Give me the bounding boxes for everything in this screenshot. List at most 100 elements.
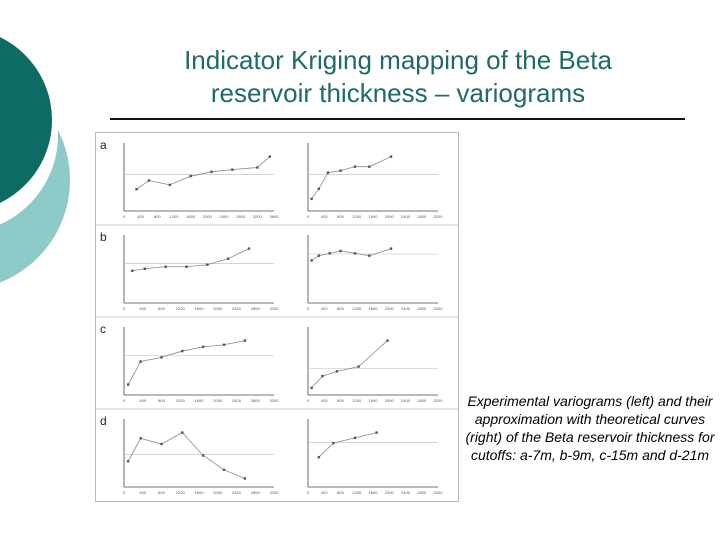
x-tick-label: 2400 — [401, 214, 411, 219]
panel-letter-d: d — [100, 414, 107, 428]
data-point — [201, 345, 205, 349]
data-point — [335, 370, 339, 373]
variogram-figure: a b c d 0 400 800 1200 1600 2000 2400 2800 3200 3600 0… — [95, 132, 459, 502]
x-tick-label: 0 — [123, 214, 126, 219]
x-tick-label: 400 — [139, 398, 146, 403]
data-point — [222, 468, 226, 472]
data-point — [189, 174, 192, 178]
data-point — [231, 168, 234, 171]
data-point — [368, 165, 371, 168]
data-point — [160, 442, 163, 446]
x-tick-label: 0 — [307, 306, 310, 311]
dark-teal-circle — [0, 37, 52, 203]
x-tick-label: 1200 — [176, 490, 186, 495]
x-tick-label: 3200 — [270, 398, 280, 403]
data-point — [181, 431, 184, 434]
data-point — [353, 165, 357, 168]
x-tick-label: 2800 — [251, 306, 261, 311]
x-tick-label: 3600 — [270, 214, 280, 219]
x-tick-label: 2000 — [213, 490, 223, 495]
data-point — [201, 454, 205, 457]
data-point — [339, 169, 342, 172]
x-tick-label: 1600 — [195, 306, 205, 311]
x-tick-label: 400 — [139, 490, 146, 495]
x-tick-label: 2400 — [401, 306, 411, 311]
data-point — [328, 252, 331, 255]
x-tick-label: 2400 — [232, 306, 242, 311]
data-point — [126, 383, 130, 386]
x-tick-label: 3200 — [270, 306, 280, 311]
data-point — [247, 247, 251, 250]
x-tick-label: 2800 — [417, 306, 427, 311]
data-point — [243, 339, 247, 342]
x-tick-label: 2800 — [417, 490, 427, 495]
x-tick-label: 2000 — [203, 214, 213, 219]
data-point — [317, 187, 321, 191]
data-point — [256, 166, 259, 169]
variogram-line-d-right — [318, 432, 377, 458]
x-tick-label: 1600 — [186, 214, 196, 219]
panel-letter-c: c — [100, 322, 106, 336]
x-tick-label: 800 — [158, 398, 165, 403]
variogram-line-a-left — [136, 156, 271, 190]
data-point — [310, 259, 313, 262]
data-point — [339, 249, 342, 253]
data-point — [326, 171, 330, 174]
decorative-circles — [0, 37, 70, 283]
x-tick-label: 0 — [123, 306, 126, 311]
data-point — [168, 183, 172, 187]
data-point — [310, 386, 313, 390]
data-point — [160, 356, 163, 359]
x-tick-label: 2800 — [251, 398, 261, 403]
x-tick-label: 3200 — [434, 306, 444, 311]
variogram-line-c-right — [311, 340, 388, 389]
x-tick-label: 800 — [337, 398, 344, 403]
data-point — [389, 155, 393, 158]
x-tick-label: 400 — [321, 490, 328, 495]
data-point — [268, 155, 272, 158]
data-point — [375, 431, 378, 434]
x-tick-label: 1200 — [170, 214, 180, 219]
data-point — [386, 339, 389, 342]
data-point — [353, 252, 357, 255]
data-point — [181, 349, 184, 353]
data-point — [135, 188, 138, 191]
data-point — [321, 374, 324, 378]
x-tick-label: 1200 — [176, 306, 186, 311]
x-tick-label: 0 — [307, 214, 310, 219]
x-tick-label: 2000 — [213, 306, 223, 311]
x-tick-label: 2000 — [385, 214, 395, 219]
variogram-line-b-left — [132, 248, 250, 272]
data-point — [317, 254, 321, 257]
data-point — [206, 263, 209, 266]
x-tick-label: 400 — [321, 306, 328, 311]
data-point — [164, 265, 167, 268]
x-tick-label: 2400 — [401, 398, 411, 403]
data-point — [126, 460, 130, 463]
variogram-line-b-right — [311, 248, 392, 261]
x-tick-label: 2400 — [232, 398, 242, 403]
data-point — [389, 247, 393, 250]
title-line-2: reservoir thickness – variograms — [210, 78, 586, 108]
slide-title: Indicator Kriging mapping of the Beta re… — [118, 44, 678, 110]
x-tick-label: 1600 — [369, 214, 379, 219]
data-point — [332, 441, 335, 445]
x-tick-label: 1600 — [369, 306, 379, 311]
variogram-line-a-right — [311, 156, 392, 200]
x-tick-label: 400 — [321, 398, 328, 403]
x-tick-label: 2800 — [417, 214, 427, 219]
data-point — [139, 360, 142, 363]
variogram-line-d-left — [127, 432, 245, 479]
x-tick-label: 3200 — [434, 490, 444, 495]
x-tick-label: 3200 — [434, 398, 444, 403]
panel-letter-b: b — [100, 230, 107, 244]
panel-letter-a: a — [100, 138, 107, 152]
x-tick-label: 400 — [321, 214, 328, 219]
data-point — [131, 269, 134, 272]
x-tick-label: 0 — [307, 398, 310, 403]
x-tick-label: 0 — [307, 490, 310, 495]
x-tick-label: 800 — [337, 490, 344, 495]
data-point — [226, 257, 230, 260]
data-point — [147, 179, 151, 182]
x-tick-label: 1200 — [176, 398, 186, 403]
